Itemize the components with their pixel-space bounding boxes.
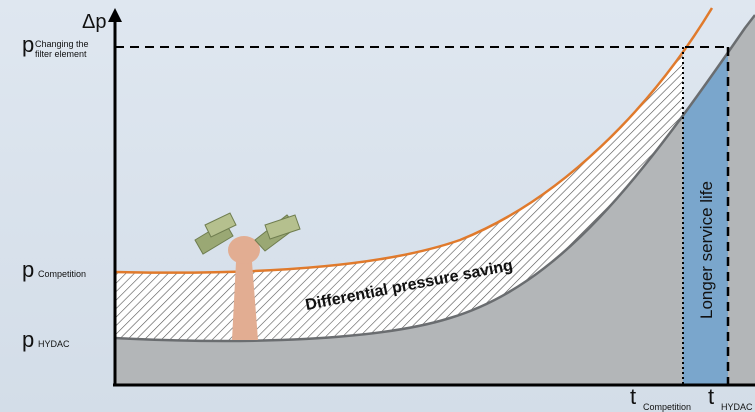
tick-subscript: filter element <box>35 49 87 59</box>
diagram: Δp p Changing the filter element p Compe… <box>0 0 755 412</box>
tick-subscript: Competition <box>643 402 691 412</box>
tick-subscript: HYDAC <box>38 339 70 349</box>
tick-symbol: t <box>630 384 636 409</box>
service-life-label: Longer service life <box>697 181 716 319</box>
tick-symbol: p <box>22 32 34 57</box>
tick-subscript: HYDAC <box>721 402 753 412</box>
tick-symbol: p <box>22 327 34 352</box>
tick-symbol: p <box>22 257 34 282</box>
y-axis-label: Δp <box>82 11 106 33</box>
tick-symbol: t <box>708 384 714 409</box>
tick-subscript: Changing the <box>35 39 89 49</box>
page: {"y_axis": {"label": "Δp", "ticks": [ {"… <box>0 0 755 412</box>
tick-subscript: Competition <box>38 269 86 279</box>
